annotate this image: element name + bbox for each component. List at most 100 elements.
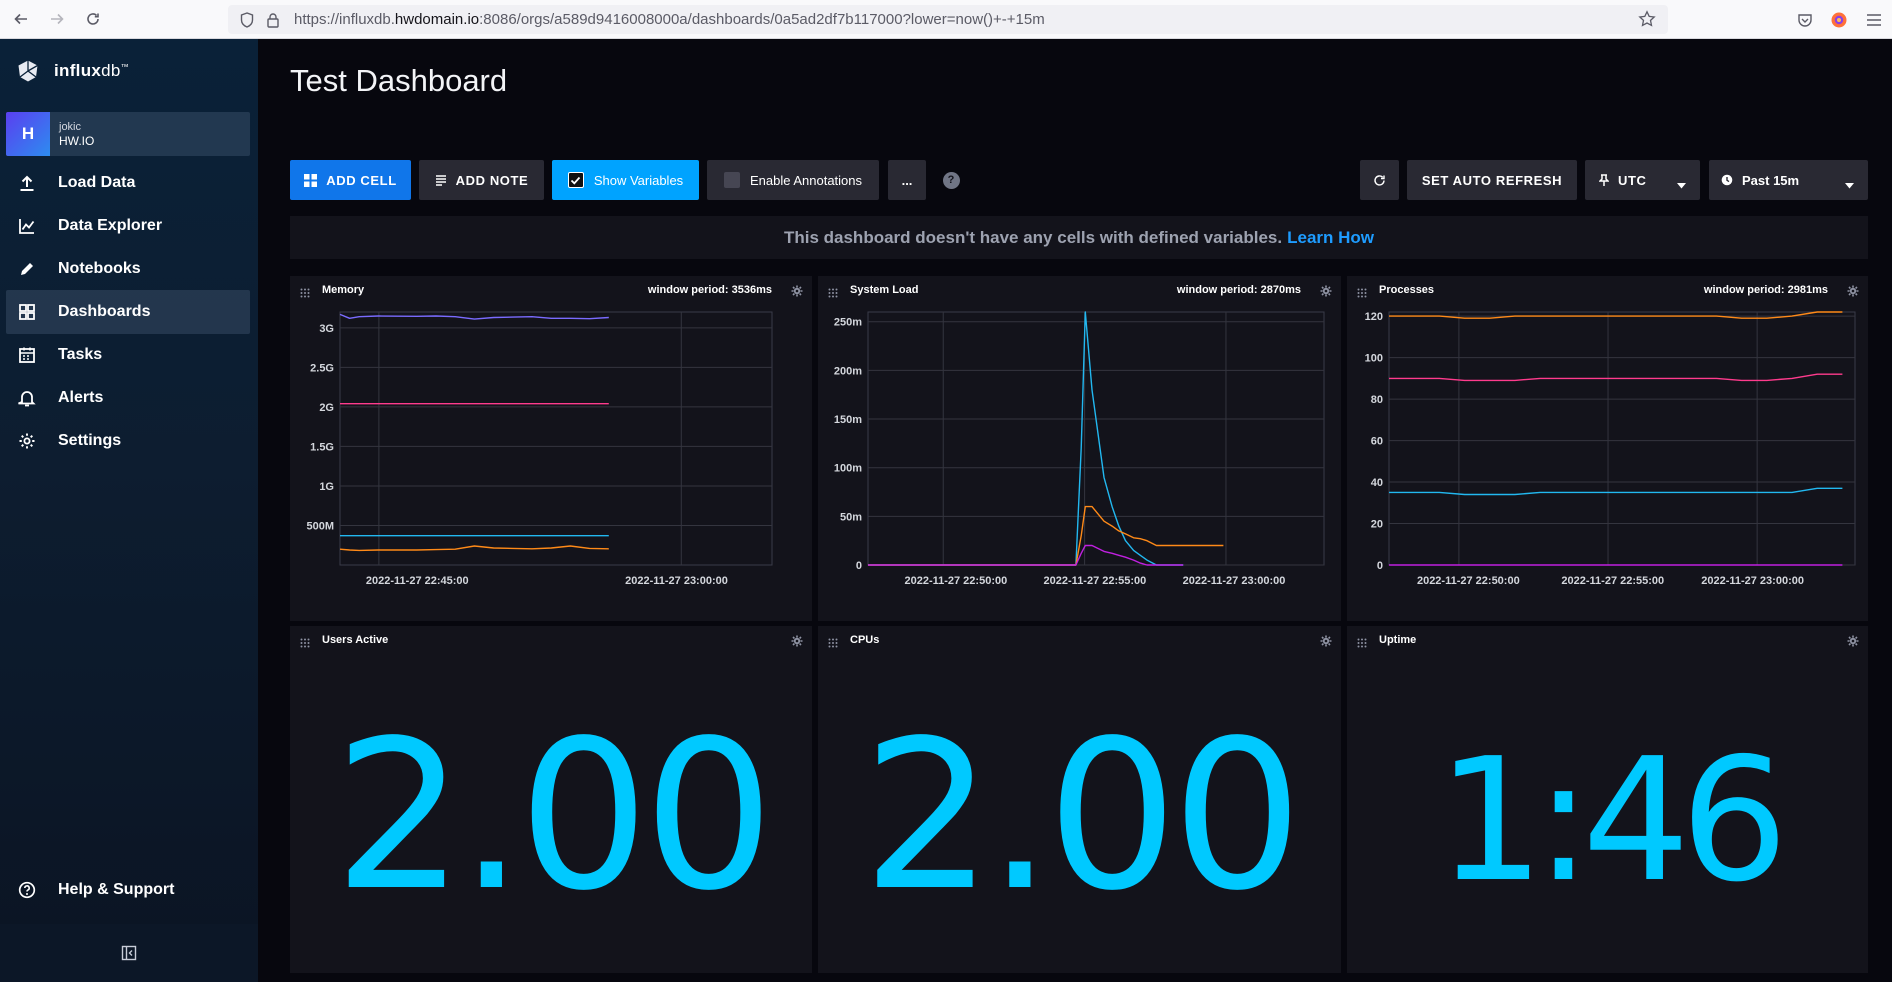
sidebar-item-load-data[interactable]: Load Data bbox=[6, 161, 250, 205]
influxdb-logo[interactable]: influxdb™ bbox=[16, 59, 129, 83]
help-question-icon: ? bbox=[942, 171, 960, 189]
refresh-button[interactable] bbox=[1360, 160, 1399, 200]
reload-icon bbox=[87, 13, 99, 25]
note-lines-icon bbox=[435, 174, 447, 186]
sidebar-item-dashboards[interactable]: Dashboards bbox=[6, 290, 250, 334]
sidebar-item-label: Settings bbox=[58, 432, 122, 449]
sidebar-item-label: Alerts bbox=[58, 389, 104, 406]
x-tick-label: 2022-11-27 22:55:00 bbox=[1044, 575, 1147, 587]
enable-annotations-toggle[interactable]: Enable Annotations bbox=[707, 160, 879, 200]
sidebar-item-tasks[interactable]: Tasks bbox=[6, 333, 250, 377]
learn-how-link[interactable]: Learn How bbox=[1287, 227, 1375, 247]
series-line[interactable] bbox=[868, 505, 1224, 566]
drag-handle-icon[interactable] bbox=[828, 635, 838, 653]
series-line[interactable] bbox=[868, 544, 1184, 566]
more-options-button[interactable]: ... bbox=[888, 160, 926, 200]
y-tick-label: 500M bbox=[306, 520, 334, 532]
series-line[interactable] bbox=[339, 545, 609, 552]
firefox-account-icon[interactable] bbox=[1827, 8, 1851, 32]
url-bar[interactable]: https://influxdb.hwdomain.io:8086/orgs/a… bbox=[228, 5, 1668, 34]
refresh-icon bbox=[1374, 174, 1385, 186]
influx-cube-icon bbox=[18, 60, 38, 82]
cell-processes[interactable]: Processes window period: 2981ms 120 100 80… bbox=[1347, 276, 1868, 621]
chart-line-icon bbox=[6, 217, 48, 235]
memory-chart[interactable]: 3G 2.5G 2G 1.5G 1G 500M 2022-11-27 22:45:00 202… bbox=[290, 304, 812, 621]
org-name: HW.IO bbox=[59, 134, 95, 148]
drag-handle-icon[interactable] bbox=[828, 285, 838, 303]
cell-cpus[interactable]: CPUs 2.00 bbox=[818, 626, 1341, 973]
drag-handle-icon[interactable] bbox=[1357, 285, 1367, 303]
forward-button[interactable] bbox=[42, 4, 72, 34]
cell-users-active[interactable]: Users Active 2.00 bbox=[290, 626, 812, 973]
timezone-dropdown[interactable]: UTC bbox=[1585, 160, 1700, 200]
y-tick-label: 150m bbox=[834, 414, 862, 426]
add-note-button[interactable]: ADD NOTE bbox=[419, 160, 544, 200]
reload-button[interactable] bbox=[78, 4, 108, 34]
add-cell-icon bbox=[304, 173, 318, 187]
drag-handle-icon[interactable] bbox=[1357, 635, 1367, 653]
hamburger-menu-icon[interactable] bbox=[1862, 8, 1886, 32]
y-tick-label: 2G bbox=[319, 402, 334, 414]
cell-gear-icon[interactable] bbox=[1320, 284, 1332, 302]
cell-memory[interactable]: Memory window period: 3536ms 3G 2.5G 2G 1.5… bbox=[290, 276, 812, 621]
y-tick-label: 1.5G bbox=[310, 441, 334, 453]
processes-chart[interactable]: 120 100 80 60 40 20 0 2022-11-27 22:50:00 2022-1… bbox=[1347, 304, 1868, 621]
y-tick-label: 1G bbox=[319, 481, 334, 493]
series-line[interactable] bbox=[868, 311, 1184, 566]
show-variables-toggle[interactable]: Show Variables bbox=[552, 160, 699, 200]
time-range-dropdown[interactable]: Past 15m bbox=[1709, 160, 1868, 200]
org-switcher[interactable]: H jokic HW.IO bbox=[6, 112, 250, 156]
y-tick-label: 80 bbox=[1371, 394, 1383, 406]
page-title[interactable]: Test Dashboard bbox=[290, 63, 508, 98]
back-button[interactable] bbox=[6, 4, 36, 34]
y-tick-label: 60 bbox=[1371, 436, 1383, 448]
sidebar-item-help-support[interactable]: Help & Support bbox=[6, 868, 250, 912]
variables-banner: This dashboard doesn't have any cells wi… bbox=[290, 216, 1868, 259]
y-tick-label: 200m bbox=[834, 365, 862, 377]
cell-system-load[interactable]: System Load window period: 2870ms 250m 20… bbox=[818, 276, 1341, 621]
cell-title: Users Active bbox=[322, 634, 389, 646]
help-tooltip-button[interactable]: ? bbox=[935, 160, 967, 200]
system-load-chart[interactable]: 250m 200m 150m 100m 50m 0 2022-11-27 22:50:00 2… bbox=[818, 304, 1341, 621]
pencil-icon bbox=[6, 260, 48, 278]
caret-down-icon bbox=[1677, 177, 1686, 192]
series-line[interactable] bbox=[339, 313, 609, 320]
checkbox-unchecked-icon bbox=[723, 172, 740, 188]
drag-handle-icon[interactable] bbox=[300, 285, 310, 303]
add-cell-button[interactable]: ADD CELL bbox=[290, 160, 411, 200]
cell-gear-icon[interactable] bbox=[791, 634, 803, 652]
x-tick-label: 2022-11-27 22:45:00 bbox=[366, 575, 469, 587]
series-line[interactable] bbox=[1389, 373, 1843, 382]
series-line[interactable] bbox=[1389, 311, 1843, 319]
cell-uptime[interactable]: Uptime 1:46 bbox=[1347, 626, 1868, 973]
grid-icon bbox=[6, 303, 48, 321]
cell-gear-icon[interactable] bbox=[1847, 284, 1859, 302]
collapse-sidebar-button[interactable] bbox=[0, 924, 258, 982]
sidebar-item-notebooks[interactable]: Notebooks bbox=[6, 247, 250, 291]
main-content: Test Dashboard ADD CELL ADD NOTE Show Va… bbox=[258, 39, 1892, 982]
org-avatar: H bbox=[6, 112, 50, 156]
question-icon bbox=[6, 881, 48, 899]
sidebar-item-settings[interactable]: Settings bbox=[6, 419, 250, 463]
cell-gear-icon[interactable] bbox=[791, 284, 803, 302]
auto-refresh-label: SET AUTO REFRESH bbox=[1421, 172, 1563, 188]
series-line[interactable] bbox=[1389, 487, 1843, 496]
sidebar-item-label: Load Data bbox=[58, 174, 136, 191]
x-tick-label: 2022-11-27 22:50:00 bbox=[1417, 575, 1520, 587]
sidebar-item-label: Tasks bbox=[58, 346, 103, 363]
set-auto-refresh-button[interactable]: SET AUTO REFRESH bbox=[1407, 160, 1577, 200]
timezone-label: UTC bbox=[1618, 172, 1647, 188]
sidebar-item-data-explorer[interactable]: Data Explorer bbox=[6, 204, 250, 248]
drag-handle-icon[interactable] bbox=[300, 635, 310, 653]
sidebar-item-label: Data Explorer bbox=[58, 217, 163, 234]
cell-title: Memory bbox=[322, 284, 365, 296]
cell-gear-icon[interactable] bbox=[1320, 634, 1332, 652]
url-text: https://influxdb.hwdomain.io:8086/orgs/a… bbox=[294, 11, 1045, 28]
sidebar-item-alerts[interactable]: Alerts bbox=[6, 376, 250, 420]
collapse-icon bbox=[121, 945, 137, 961]
plot-area: 3G 2.5G 2G 1.5G 1G 500M 2022-11-27 22:45:00 202… bbox=[306, 311, 773, 587]
pocket-icon[interactable] bbox=[1793, 8, 1817, 32]
bookmark-star-icon[interactable] bbox=[1638, 10, 1656, 32]
lock-icon bbox=[264, 12, 282, 28]
cell-gear-icon[interactable] bbox=[1847, 634, 1859, 652]
